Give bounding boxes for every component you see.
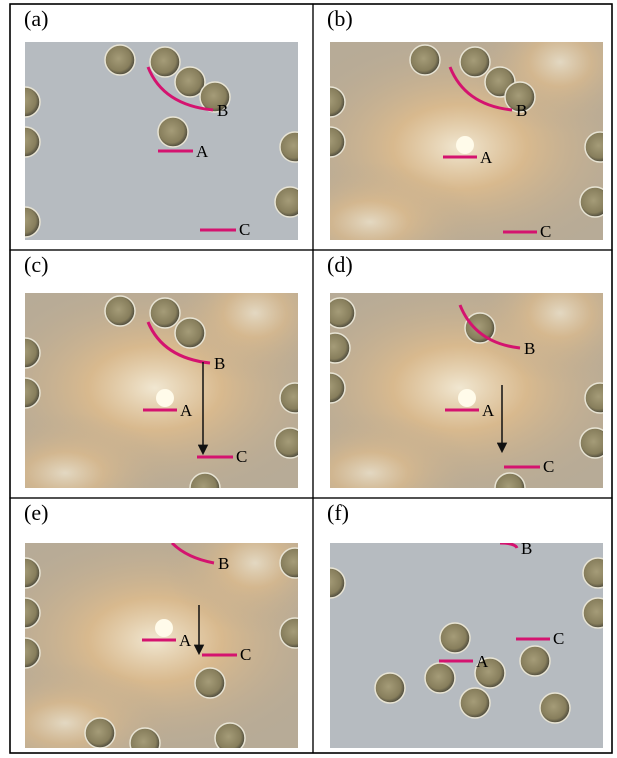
blood-cell: [315, 127, 345, 157]
micrograph: B A C: [10, 42, 310, 240]
center-spot: [155, 619, 173, 637]
blood-cell: [315, 568, 345, 598]
marker-label: A: [482, 401, 495, 420]
panel-label: (e): [24, 500, 48, 525]
marker-label: B: [218, 554, 229, 573]
blood-cell: [105, 296, 135, 326]
blood-cell: [280, 618, 310, 648]
marker-label: C: [240, 645, 251, 664]
blood-cell: [10, 378, 40, 408]
blood-cell: [583, 558, 613, 588]
panel: (a) B A C: [10, 4, 313, 250]
center-spot: [156, 389, 174, 407]
blood-cell: [150, 47, 180, 77]
blood-cell: [275, 428, 305, 458]
blood-cell: [150, 298, 180, 328]
blood-cell: [10, 598, 40, 628]
blood-cell: [375, 673, 405, 703]
blood-cell: [10, 638, 40, 668]
micrograph: B A C: [0, 493, 345, 758]
blood-cell: [10, 207, 40, 237]
blood-cell: [85, 718, 115, 748]
blood-cell: [585, 132, 615, 162]
blood-cell: [215, 723, 245, 753]
blood-cell: [10, 87, 40, 117]
marker-label: B: [521, 539, 532, 558]
marker-label: B: [217, 101, 228, 120]
blood-cell: [583, 598, 613, 628]
blood-cell: [410, 45, 440, 75]
marker-label: B: [516, 101, 527, 120]
blood-cell: [440, 623, 470, 653]
marker-label: A: [196, 142, 209, 161]
figure: (a) B A C (b) B A C (c) B A C (d) B A C (e) B A C (f) B A C: [0, 0, 617, 758]
blood-cell: [105, 45, 135, 75]
glow: [165, 493, 345, 633]
blood-cell: [580, 187, 610, 217]
blood-cell: [520, 646, 550, 676]
marker-label: C: [543, 457, 554, 476]
marker-label: C: [239, 220, 250, 239]
panel-label: (f): [327, 500, 349, 525]
glow: [165, 243, 345, 383]
panel-label: (c): [24, 252, 48, 277]
marker-label: A: [480, 148, 493, 167]
blood-cell: [540, 693, 570, 723]
blood-cell: [460, 688, 490, 718]
blood-cell: [280, 132, 310, 162]
marker-label: A: [476, 652, 489, 671]
marker-label: B: [214, 354, 225, 373]
panel: (c) B A C: [0, 243, 345, 533]
blood-cell: [10, 558, 40, 588]
blood-cell: [280, 383, 310, 413]
marker-label: C: [236, 447, 247, 466]
blood-cell: [280, 548, 310, 578]
marker-label: C: [553, 629, 564, 648]
blood-cell: [195, 668, 225, 698]
blood-cell: [460, 47, 490, 77]
blood-cell: [580, 428, 610, 458]
panel: (e) B A C: [0, 493, 345, 758]
panel-label: (b): [327, 6, 353, 31]
blood-cell: [315, 373, 345, 403]
panel: (d) B A C: [260, 243, 617, 533]
blood-cell: [320, 333, 350, 363]
blood-cell: [315, 87, 345, 117]
panel: (b) B A C: [260, 0, 617, 282]
blood-cell: [425, 663, 455, 693]
micrograph: B A C: [315, 539, 613, 748]
center-spot: [456, 136, 474, 154]
blood-cell: [158, 117, 188, 147]
micrograph: B A C: [0, 243, 345, 533]
marker-label: A: [180, 401, 193, 420]
blood-cell: [10, 127, 40, 157]
panel-label: (a): [24, 6, 48, 31]
blood-cell: [325, 298, 355, 328]
marker-label: A: [179, 631, 192, 650]
blood-cell: [585, 383, 615, 413]
blood-cell: [10, 338, 40, 368]
panel-label: (d): [327, 252, 353, 277]
marker-label: C: [540, 222, 551, 241]
blood-cell: [175, 318, 205, 348]
marker-label: B: [524, 339, 535, 358]
center-spot: [458, 389, 476, 407]
blood-cell: [275, 187, 305, 217]
panel: (f) B A C: [313, 498, 613, 753]
